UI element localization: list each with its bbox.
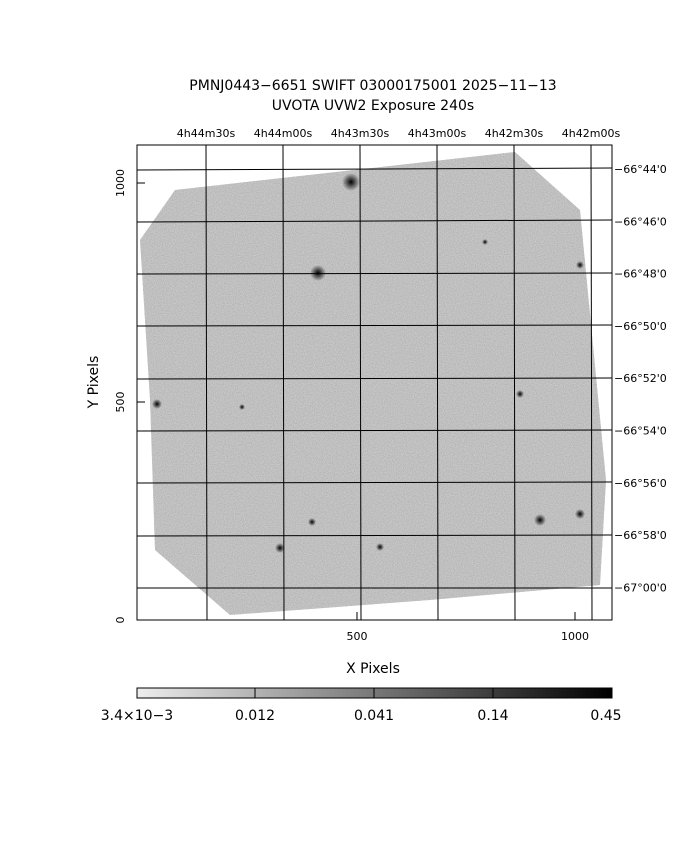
right-tick-label: −66°58'0 (614, 529, 667, 542)
right-tick-label: −67°00'0 (614, 581, 667, 594)
right-tick-label: −66°46'0 (614, 215, 667, 228)
y-tick-label: 1000 (114, 169, 127, 197)
top-ticks: 4h44m30s 4h44m00s 4h43m30s 4h43m00s 4h42m30s… (177, 127, 621, 140)
x-tick-label: 500 (347, 630, 368, 643)
top-tick-label: 4h43m00s (408, 127, 467, 140)
colorbar (136, 687, 613, 699)
colorbar-label: 0.45 (590, 708, 621, 724)
colorbar-label: 0.041 (354, 708, 394, 724)
top-tick-label: 4h43m30s (331, 127, 390, 140)
right-tick-label: −66°44'0 (614, 163, 667, 176)
colorbar-label: 0.14 (477, 708, 508, 724)
right-ticks: −66°44'0 −66°46'0 −66°48'0 −66°50'0 −66°52'0… (614, 163, 667, 594)
top-tick-label: 4h44m00s (254, 127, 313, 140)
y-label: Y Pixels (86, 356, 102, 410)
top-tick-label: 4h42m30s (485, 127, 544, 140)
x-label: X Pixels (346, 661, 400, 677)
y-tick-label: 500 (114, 392, 127, 413)
right-tick-label: −66°54'0 (614, 425, 667, 438)
top-tick-label: 4h44m30s (177, 127, 236, 140)
top-tick-label: 4h42m00s (562, 127, 621, 140)
grid (136, 144, 613, 621)
colorbar-label: 3.4×10−3 (101, 708, 173, 724)
y-tick-label: 0 (114, 617, 127, 624)
title: PMNJ0443−6651 SWIFT 03000175001 2025−11−… (189, 78, 556, 94)
image (140, 152, 606, 615)
x-tick-label: 1000 (561, 630, 589, 643)
right-tick-label: −66°56'0 (614, 477, 667, 490)
colorbar-label: 0.012 (235, 708, 275, 724)
subtitle: UVOTA UVW2 Exposure 240s (272, 98, 474, 114)
right-tick-label: −66°50'0 (614, 320, 667, 333)
colorbar-labels: 3.4×10−3 0.012 0.041 0.14 0.45 (101, 708, 622, 724)
right-tick-label: −66°48'0 (614, 268, 667, 281)
right-tick-label: −66°52'0 (614, 372, 667, 385)
